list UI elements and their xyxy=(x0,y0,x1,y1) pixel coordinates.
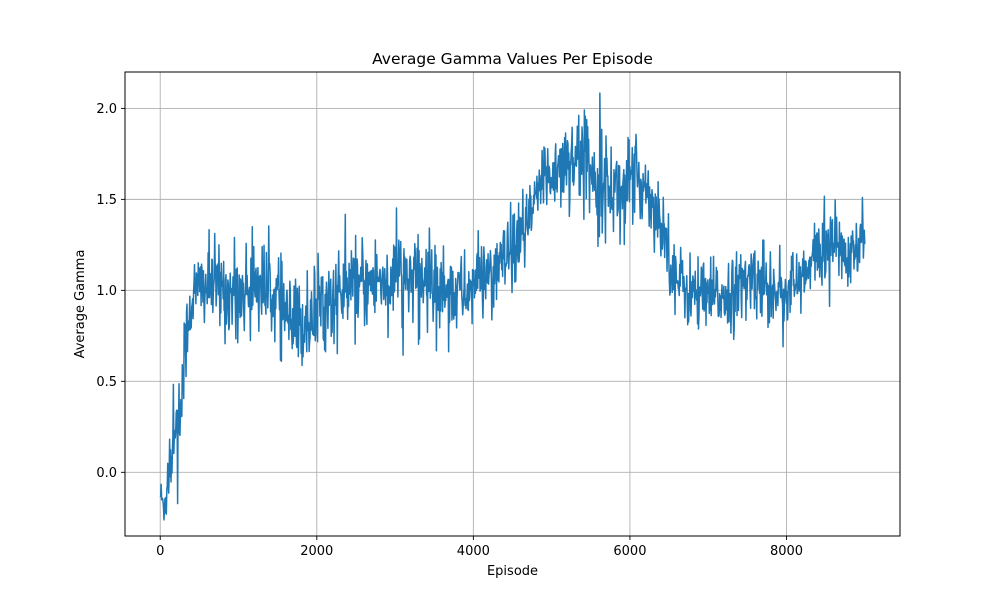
series-layer xyxy=(159,92,866,521)
y-tick-label: 0.5 xyxy=(96,375,117,390)
series-line xyxy=(159,92,866,521)
x-axis-label: Episode xyxy=(487,564,538,579)
x-tick-label: 2000 xyxy=(300,544,333,559)
y-axis-ticks: 0.0 0.5 1.0 1.5 2.0 xyxy=(96,102,125,481)
x-tick-label: 6000 xyxy=(613,544,646,559)
y-tick-label: 2.0 xyxy=(96,102,117,117)
x-tick-label: 0 xyxy=(156,544,164,559)
chart-title: Average Gamma Values Per Episode xyxy=(372,50,653,68)
y-tick-label: 0.0 xyxy=(96,466,117,481)
x-tick-label: 8000 xyxy=(770,544,803,559)
axes-frame xyxy=(124,71,901,537)
y-tick-label: 1.5 xyxy=(96,193,117,208)
y-axis-label: Average Gamma xyxy=(73,250,88,359)
x-tick-label: 4000 xyxy=(457,544,490,559)
x-axis-ticks: 0 2000 4000 6000 8000 xyxy=(156,536,803,559)
y-tick-label: 1.0 xyxy=(96,284,117,299)
